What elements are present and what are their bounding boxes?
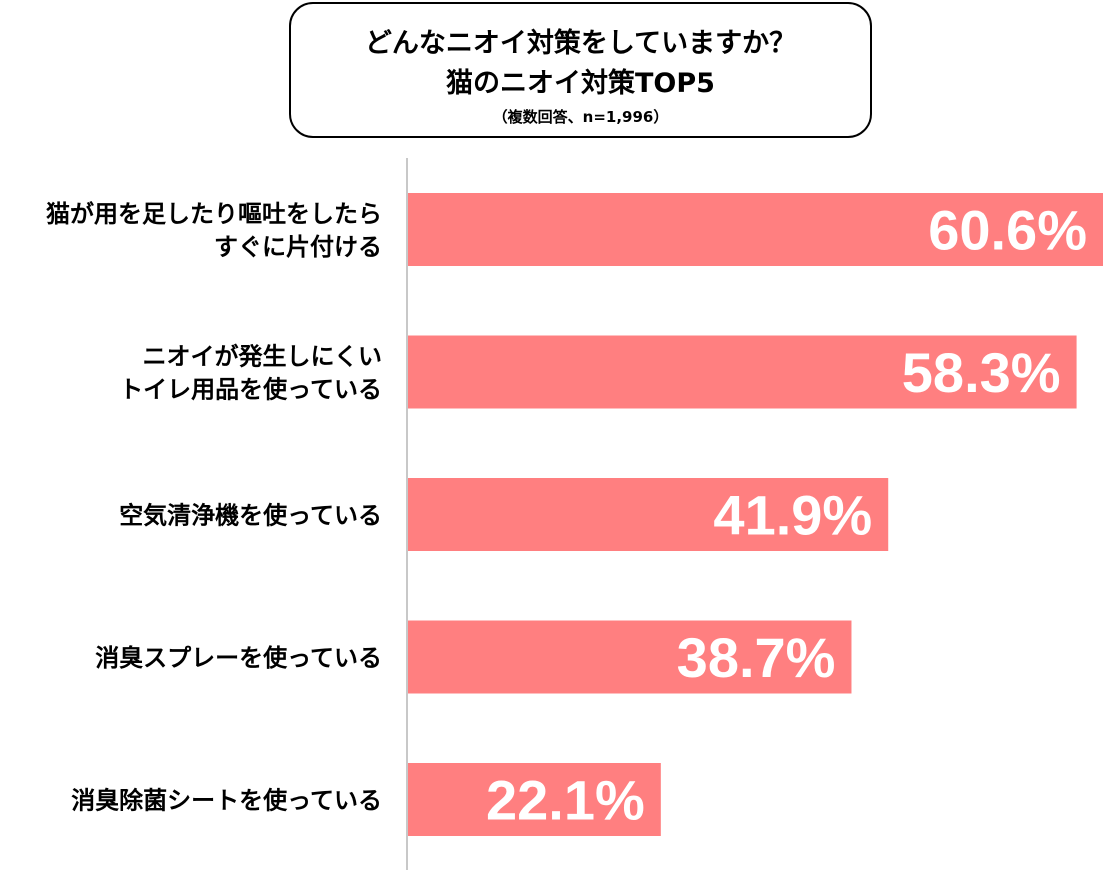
category-label: トイレ用品を使っている <box>119 376 382 404</box>
chart-subtitle: 猫のニオイ対策TOP5 <box>446 68 715 99</box>
title-box: どんなニオイ対策をしていますか？ 猫のニオイ対策TOP5 （複数回答、n=1,9… <box>289 2 872 138</box>
data-label: 60.6% <box>928 199 1087 262</box>
category-label: 猫が用を足したり嘔吐をしたら <box>46 200 382 228</box>
data-label: 58.3% <box>902 341 1061 404</box>
category-label: ニオイが発生しにくい <box>142 343 382 371</box>
category-label: 空気清浄機を使っている <box>119 502 382 530</box>
bar <box>408 620 852 694</box>
bar <box>408 335 1077 409</box>
bar <box>408 763 661 836</box>
category-label: すぐに片付ける <box>214 233 382 261</box>
category-label: 消臭除菌シートを使っている <box>71 787 382 815</box>
bar <box>408 478 889 551</box>
bar <box>408 193 1103 266</box>
data-label: 41.9% <box>713 484 872 547</box>
chart-note: （複数回答、n=1,996） <box>492 108 669 126</box>
category-label: 消臭スプレーを使っている <box>95 644 382 672</box>
chart-title: どんなニオイ対策をしていますか？ <box>364 28 797 59</box>
data-label: 38.7% <box>677 626 836 689</box>
data-label: 22.1% <box>486 769 645 832</box>
